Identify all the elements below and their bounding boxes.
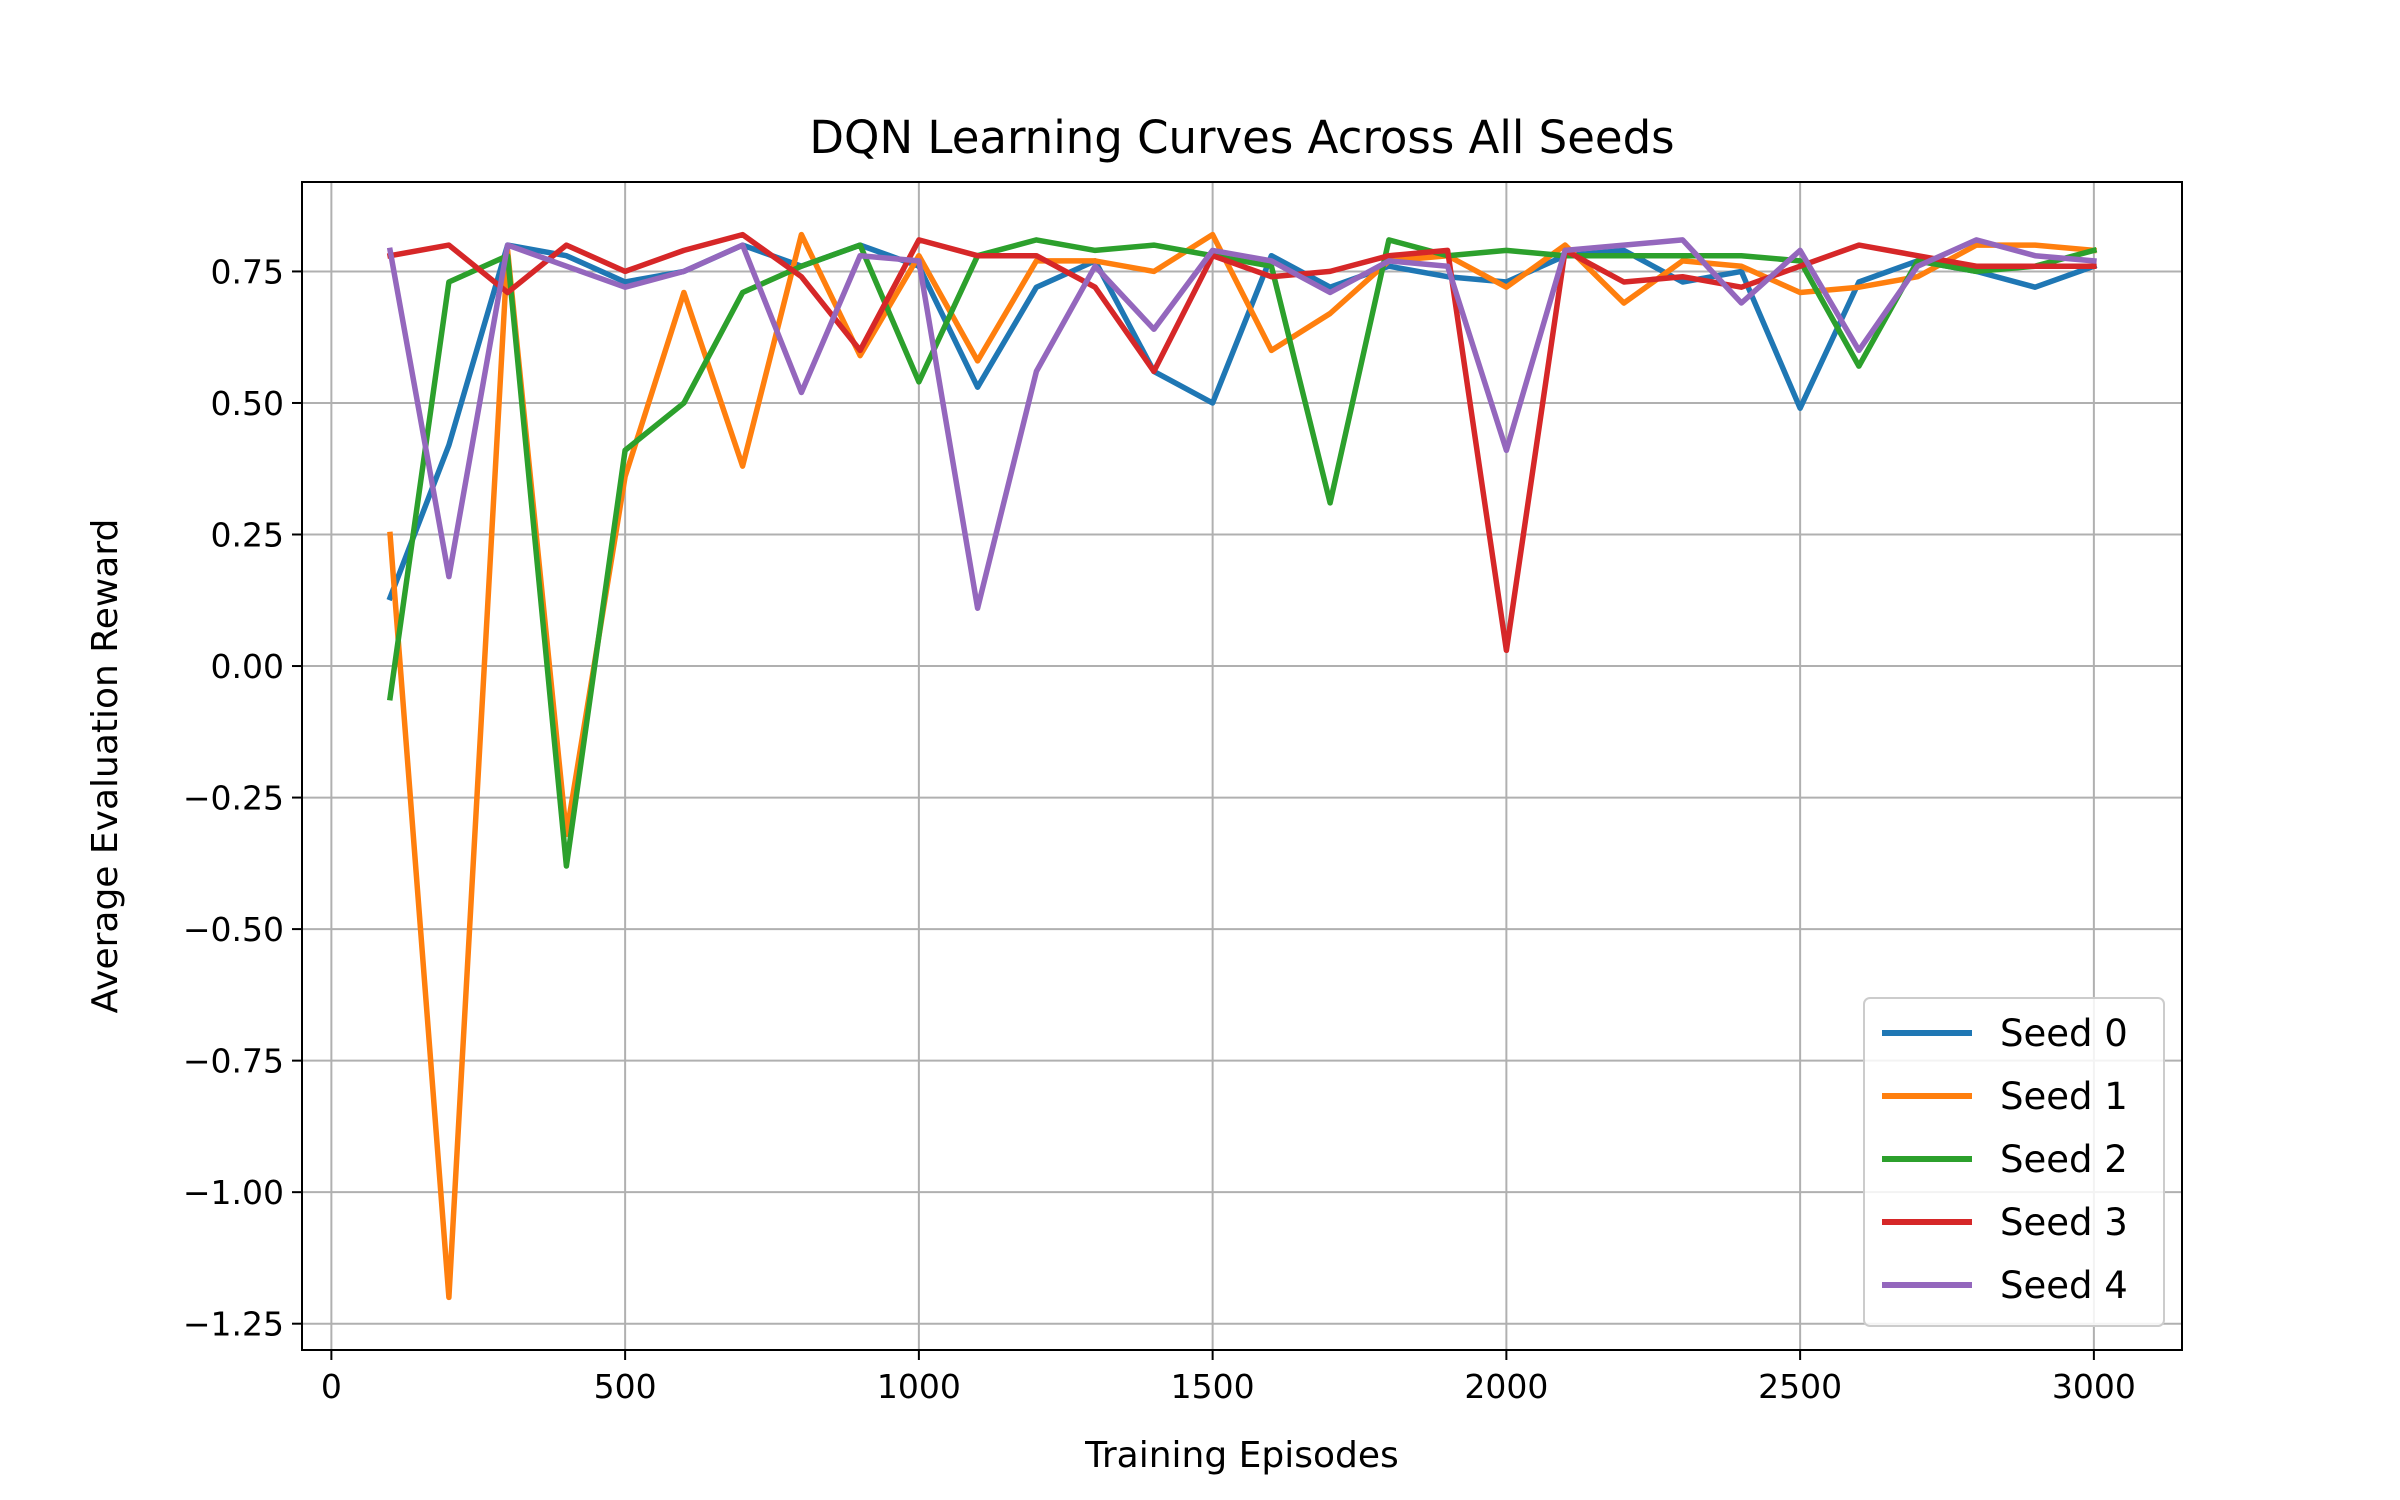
legend-label: Seed 2	[2000, 1138, 2128, 1181]
y-tick-label: 0.00	[211, 647, 284, 686]
y-tick-label: 0.75	[211, 252, 284, 291]
legend: Seed 0 Seed 1 Seed 2 Seed 3 Seed 4	[1863, 997, 2165, 1327]
y-tick-label: −1.00	[183, 1173, 284, 1212]
x-tick-label: 1500	[1171, 1367, 1255, 1406]
legend-label: Seed 1	[2000, 1075, 2128, 1118]
y-tick-label: −0.50	[183, 910, 284, 949]
y-axis-title: Average Evaluation Reward	[85, 519, 126, 1014]
axis-ticks: 0 500 1000 1500 2000 2500 3000 −1.25 −1.00 −0.75 −…	[183, 252, 2136, 1406]
legend-label: Seed 0	[2000, 1012, 2128, 1055]
legend-box	[1863, 997, 2165, 1327]
y-tick-label: −1.25	[183, 1305, 284, 1344]
x-tick-label: 0	[321, 1367, 342, 1406]
series-line-seed-2	[386, 237, 2098, 869]
series-lines	[386, 231, 2098, 1301]
x-axis-title: Training Episodes	[1084, 1435, 1399, 1476]
plot-frame	[301, 181, 2183, 1351]
y-tick-label: −0.25	[183, 779, 284, 818]
x-tick-label: 2000	[1464, 1367, 1548, 1406]
chart-title: DQN Learning Curves Across All Seeds	[809, 111, 1674, 164]
y-tick-label: −0.75	[183, 1042, 284, 1081]
y-tick-label: 0.50	[211, 384, 284, 423]
x-tick-label: 500	[594, 1367, 657, 1406]
x-tick-label: 3000	[2052, 1367, 2136, 1406]
legend-label: Seed 3	[2000, 1201, 2128, 1244]
legend-label: Seed 4	[2000, 1264, 2128, 1307]
series-line-seed-1	[387, 231, 2097, 1301]
y-tick-label: 0.25	[211, 516, 284, 555]
x-tick-label: 1000	[877, 1367, 961, 1406]
x-tick-label: 2500	[1758, 1367, 1842, 1406]
series-line-seed-4	[386, 237, 2097, 611]
